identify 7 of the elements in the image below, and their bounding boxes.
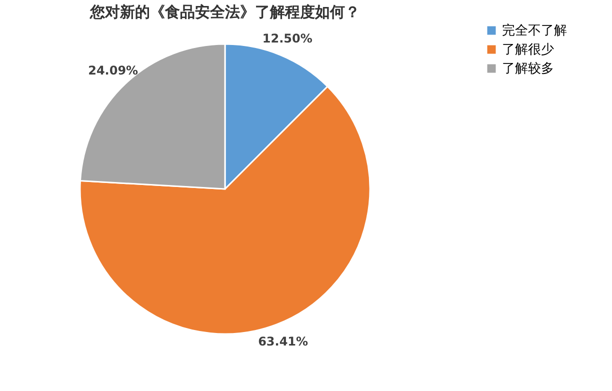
data-label: 12.50% xyxy=(262,31,312,46)
legend-label: 完全不了解 xyxy=(502,22,567,38)
data-label: 24.09% xyxy=(88,63,138,78)
legend-label: 了解很少 xyxy=(502,42,554,58)
legend-label: 了解较多 xyxy=(502,62,554,76)
data-label: 63.41% xyxy=(258,334,308,348)
chart-title: 您对新的《食品安全法》了解程度如何？ xyxy=(89,3,360,21)
